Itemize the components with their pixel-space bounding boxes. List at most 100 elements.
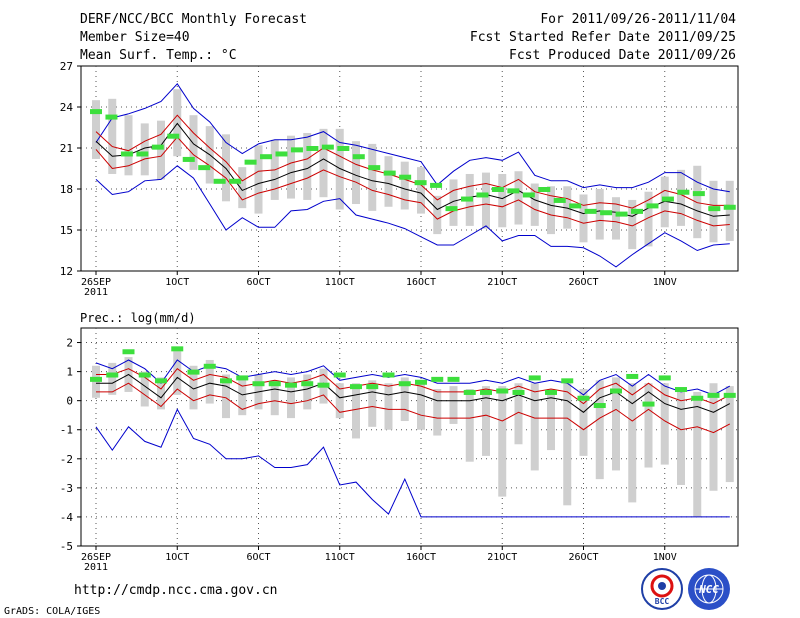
ensemble-box xyxy=(514,383,523,445)
observed-marker xyxy=(415,379,427,385)
observed-marker xyxy=(723,204,736,210)
x-tick-label: 1NOV xyxy=(653,277,677,288)
observed-marker xyxy=(631,208,644,214)
ensemble-box xyxy=(384,156,393,207)
ensemble-box xyxy=(335,128,344,210)
observed-marker xyxy=(447,376,460,382)
y-tick-label: 0 xyxy=(66,395,73,408)
ensemble-box xyxy=(595,380,604,480)
forecast-produced-date: Fcst Produced Date 2011/09/26 xyxy=(509,48,736,63)
observed-marker xyxy=(151,144,164,150)
observed-marker xyxy=(626,373,639,379)
x-tick-label: 26OCT xyxy=(568,552,598,563)
y-tick-label: -2 xyxy=(60,453,73,466)
variable-label-precip: Prec.: log(mm/d) xyxy=(80,311,196,325)
observed-marker xyxy=(522,192,535,198)
observed-marker xyxy=(136,151,149,157)
observed-marker xyxy=(321,144,334,150)
observed-marker xyxy=(553,197,566,203)
ensemble-box xyxy=(465,389,474,462)
observed-marker xyxy=(708,206,721,212)
ensemble-box xyxy=(400,161,409,210)
observed-marker xyxy=(707,392,720,398)
observed-marker xyxy=(368,165,381,171)
spread-lower-line xyxy=(95,136,730,227)
ensemble-box xyxy=(579,194,588,243)
x-tick-label: 21OCT xyxy=(487,277,517,288)
y-tick-label: 24 xyxy=(60,101,74,114)
envelope-min-line xyxy=(95,408,730,518)
x-tick-label: 6OCT xyxy=(246,277,270,288)
x-tick-label: 21OCT xyxy=(487,552,517,563)
spread-upper-line xyxy=(96,368,731,405)
ensemble-box xyxy=(449,386,458,424)
observed-marker xyxy=(398,381,411,387)
observed-marker xyxy=(244,159,257,165)
ensemble-box xyxy=(660,176,669,228)
ensemble-box xyxy=(514,171,523,225)
observed-marker xyxy=(615,211,628,217)
observed-marker xyxy=(122,349,135,355)
ensemble-box xyxy=(644,383,653,468)
ensemble-box xyxy=(530,383,539,471)
observed-marker xyxy=(198,165,211,171)
ensemble-box xyxy=(189,115,198,170)
observed-marker xyxy=(460,196,473,202)
ensemble-box xyxy=(368,143,377,211)
y-tick-label: 12 xyxy=(60,265,73,278)
observed-marker xyxy=(677,189,690,195)
forecast-title: DERF/NCC/BCC Monthly Forecast xyxy=(80,12,307,27)
observed-marker xyxy=(187,369,200,375)
observed-marker xyxy=(512,389,525,395)
observed-marker xyxy=(528,375,541,381)
y-tick-label: 18 xyxy=(60,183,73,196)
ensemble-box xyxy=(140,123,149,176)
ensemble-box xyxy=(693,165,702,239)
observed-marker xyxy=(491,187,504,192)
ensemble-box xyxy=(287,377,295,419)
ensemble-box xyxy=(709,383,718,491)
observed-marker xyxy=(90,109,102,115)
spread-upper-line xyxy=(95,114,730,209)
ensemble-box xyxy=(628,199,637,250)
observed-marker xyxy=(285,382,297,388)
bcc-logo-text: BCC xyxy=(655,597,670,606)
ensemble-box xyxy=(498,173,507,228)
ensemble-box xyxy=(417,380,425,430)
plot-frame xyxy=(80,65,739,272)
ensemble-box xyxy=(108,362,117,395)
observed-marker xyxy=(236,375,249,381)
plot-frame xyxy=(80,327,739,547)
observed-marker xyxy=(220,378,232,384)
ensemble-box xyxy=(725,180,734,241)
observed-marker xyxy=(507,188,520,194)
observed-marker xyxy=(561,378,574,384)
ensemble-box xyxy=(368,380,377,427)
x-tick-year-label: 2011 xyxy=(84,287,108,298)
observed-marker xyxy=(213,178,226,184)
y-tick-label: 27 xyxy=(60,60,73,73)
x-tick-label: 26SEP xyxy=(81,277,111,288)
observed-marker xyxy=(90,376,102,382)
observed-marker xyxy=(476,192,489,198)
observed-marker xyxy=(414,180,427,186)
ensemble-box xyxy=(530,183,539,226)
ensemble-box xyxy=(400,377,409,422)
y-tick-label: -5 xyxy=(60,540,73,553)
forecast-period: For 2011/09/26-2011/11/04 xyxy=(540,12,736,27)
ensemble-box xyxy=(579,389,588,456)
ensemble-box xyxy=(482,386,490,456)
y-tick-label: -1 xyxy=(60,424,73,437)
observed-marker xyxy=(661,196,674,202)
observed-marker xyxy=(182,156,195,162)
observed-marker xyxy=(383,170,396,176)
ensemble-box xyxy=(677,169,685,226)
ensemble-box xyxy=(563,186,572,229)
observed-marker xyxy=(610,388,622,394)
ensemble-box xyxy=(417,167,425,214)
observed-marker xyxy=(691,395,704,401)
grads-credit: GrADS: COLA/IGES xyxy=(4,606,101,617)
source-url[interactable]: http://cmdp.ncc.cma.gov.cn xyxy=(74,583,278,598)
observed-marker xyxy=(538,187,551,192)
